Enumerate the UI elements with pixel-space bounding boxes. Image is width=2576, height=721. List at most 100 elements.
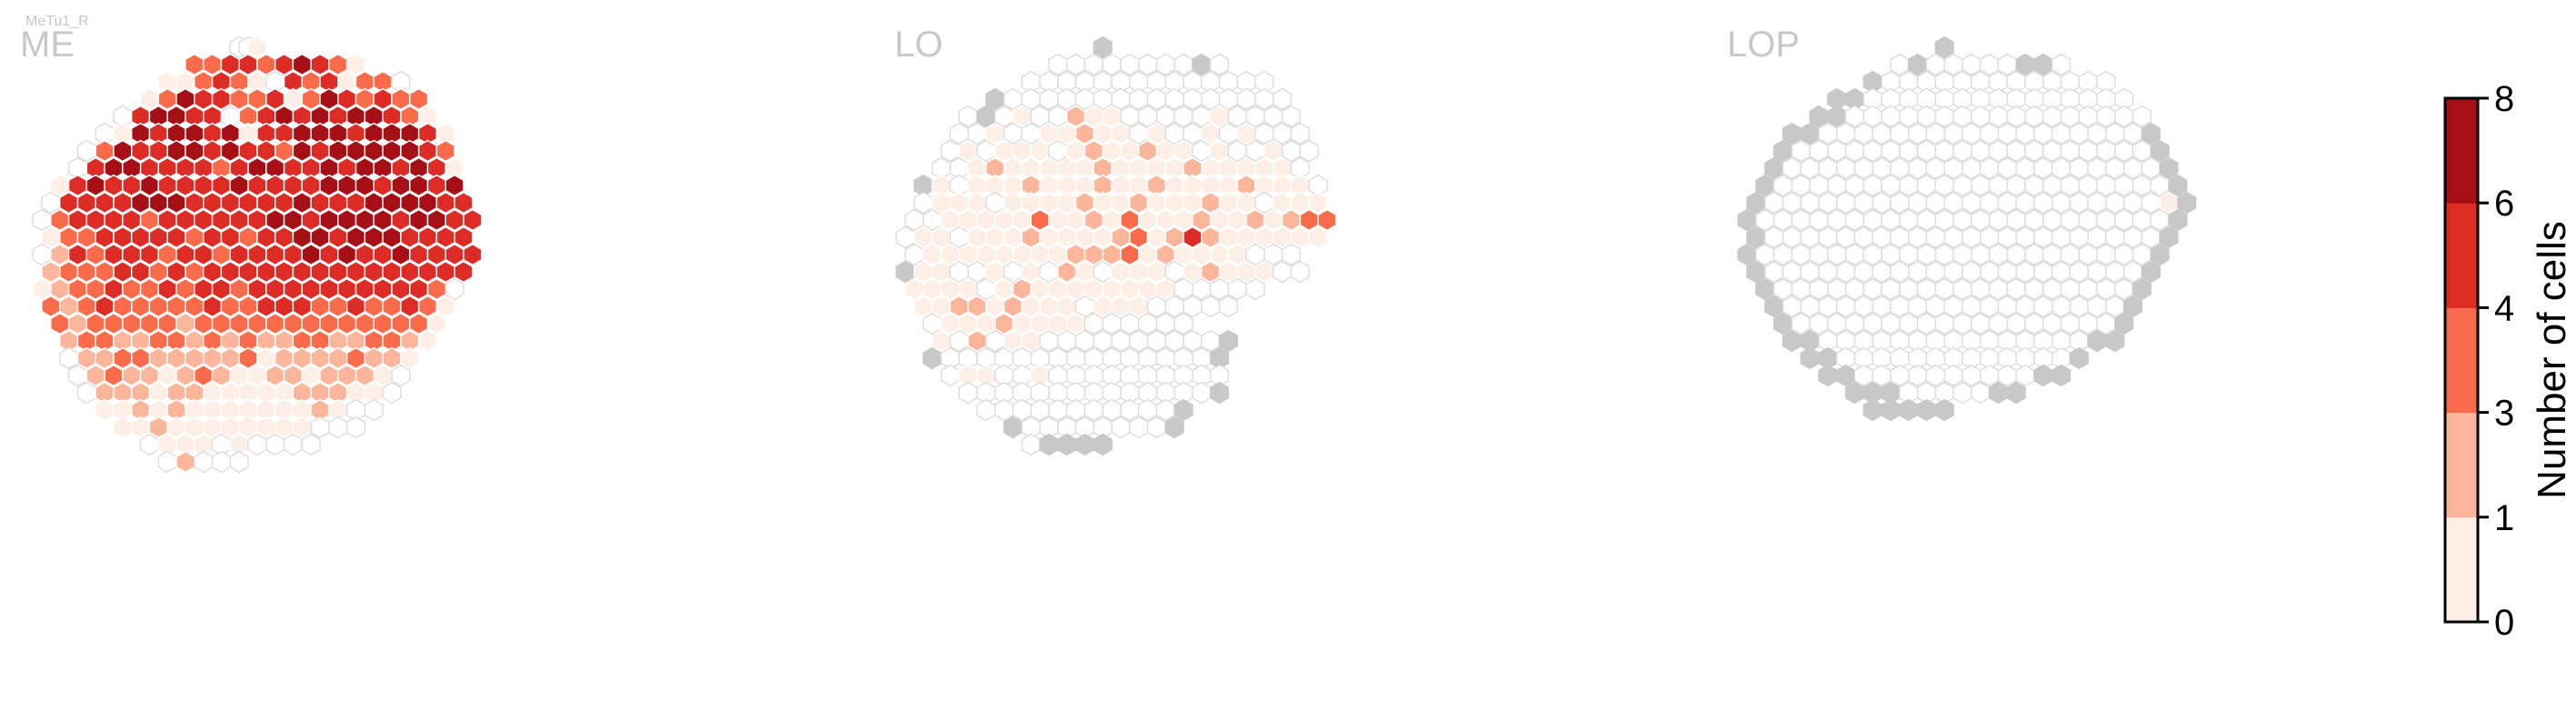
hex-cell <box>2078 105 2098 128</box>
hex-cell <box>382 139 402 163</box>
hex-cell <box>1925 295 1945 318</box>
hex-cell <box>76 225 96 249</box>
hex-cell <box>382 381 402 405</box>
hex-cell <box>1899 398 1919 422</box>
hex-cell <box>1048 243 1068 266</box>
hex-cell <box>292 53 312 76</box>
hex-cell <box>310 346 330 370</box>
hex-cell <box>391 87 411 111</box>
hex-cell <box>238 53 258 76</box>
hex-cell <box>2078 243 2098 266</box>
hex-cell <box>1809 312 1829 335</box>
hex-cell <box>1737 208 1757 232</box>
hex-cell <box>2122 295 2143 318</box>
hex-cell <box>59 260 79 284</box>
hex-cell <box>409 243 429 266</box>
hex-cell <box>122 174 142 197</box>
hex-cell <box>2177 191 2197 215</box>
hex-cell <box>1862 174 1882 197</box>
colorbar-segments <box>2445 98 2478 623</box>
hex-cell <box>1899 139 1919 163</box>
colorbar-segment <box>2445 307 2478 414</box>
hex-cell <box>2122 122 2143 145</box>
hex-cell <box>444 243 464 266</box>
hex-cell <box>194 87 214 111</box>
hex-cell <box>1048 105 1068 128</box>
hex-cell <box>2060 208 2080 232</box>
hex-cell <box>1273 122 1293 145</box>
hex-cell <box>1111 295 1131 318</box>
hex-cell <box>2105 329 2125 353</box>
hex-cell <box>985 225 1005 249</box>
hex-cell <box>1183 225 1203 249</box>
hex-cell <box>1971 105 1991 128</box>
hex-cell <box>1129 416 1149 439</box>
hex-cell <box>2087 329 2107 353</box>
hex-cell <box>454 225 474 249</box>
hex-cell <box>1102 398 1122 422</box>
hex-cell <box>194 450 214 474</box>
hex-cell <box>203 53 223 76</box>
hex-cell <box>1791 277 1811 301</box>
hex-cell <box>256 295 276 318</box>
hex-cell <box>166 225 186 249</box>
hex-cell <box>994 243 1014 266</box>
hex-cell <box>1074 329 1095 353</box>
hex-cell <box>1093 191 1113 215</box>
hex-cell <box>139 243 160 266</box>
hex-cell <box>1003 260 1023 284</box>
hex-cell <box>1809 243 1829 266</box>
hex-cell <box>1862 243 1882 266</box>
hex-cell <box>1916 174 1937 197</box>
hex-cell <box>1129 295 1149 318</box>
hex-cell <box>1164 416 1184 439</box>
hex-cell <box>1173 53 1193 76</box>
hex-cell <box>1791 174 1811 197</box>
hex-cell <box>435 225 455 249</box>
hex-cell <box>95 191 115 215</box>
hex-cell <box>1111 416 1131 439</box>
hex-cell <box>274 260 295 284</box>
hex-cell <box>976 398 996 422</box>
hex-cell <box>435 260 455 284</box>
hex-cell <box>923 208 943 232</box>
hex-cell <box>32 208 52 232</box>
hex-cell <box>1890 260 1910 284</box>
hex-cell <box>220 416 240 439</box>
hex-cell <box>265 87 285 111</box>
hex-cell <box>1862 277 1882 301</box>
hex-cell <box>301 243 321 266</box>
hex-cell <box>923 243 943 266</box>
hex-cell <box>1183 87 1203 111</box>
hex-cell <box>1827 174 1847 197</box>
hex-cell <box>1236 191 1256 215</box>
hex-cell <box>175 450 195 474</box>
hex-cell <box>1273 225 1293 249</box>
hex-cell <box>301 364 321 387</box>
hex-cell <box>1800 191 1820 215</box>
hex-cell <box>2141 191 2161 215</box>
hex-cell <box>2006 277 2026 301</box>
hex-cell <box>131 416 151 439</box>
hex-cell <box>2122 191 2143 215</box>
hex-cell <box>256 191 276 215</box>
hex-cell <box>1809 277 1829 301</box>
hex-cell <box>139 87 160 111</box>
hex-cell <box>95 260 115 284</box>
hex-cell <box>319 174 339 197</box>
hex-cell <box>1209 277 1230 301</box>
hex-cell <box>2105 260 2125 284</box>
hex-cell <box>1908 122 1928 145</box>
hex-cell <box>976 105 996 128</box>
hex-cell <box>1772 243 1793 266</box>
hex-cell <box>1899 105 1919 128</box>
hex-cell <box>373 364 393 387</box>
hex-cell <box>1971 174 1991 197</box>
hex-cell <box>247 433 267 456</box>
colorbar-tick-label: 8 <box>2494 79 2514 119</box>
hex-cell <box>1925 122 1945 145</box>
hex-cell <box>1003 329 1023 353</box>
hex-cell <box>113 346 133 370</box>
hex-cell <box>328 260 348 284</box>
hex-cell <box>220 53 240 76</box>
